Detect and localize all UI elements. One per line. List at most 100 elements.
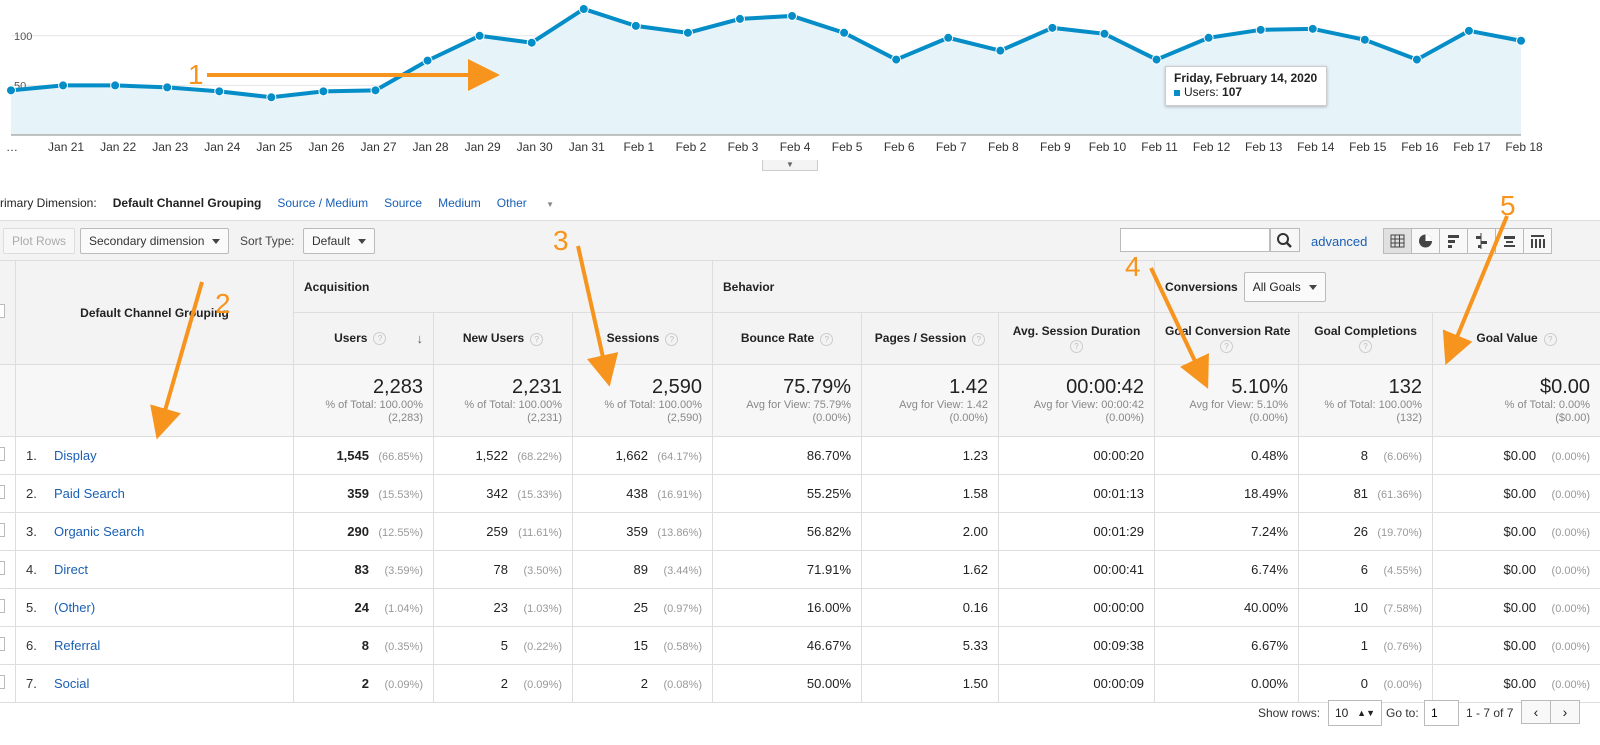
help-icon[interactable]: ? bbox=[1543, 332, 1557, 346]
cell-percent: (0.00%) bbox=[1551, 527, 1591, 539]
x-tick-label: Feb 8 bbox=[988, 140, 1019, 154]
col-sessions[interactable]: Sessions? bbox=[572, 312, 713, 365]
goto-page-input[interactable] bbox=[1424, 700, 1459, 726]
next-page-button[interactable]: › bbox=[1550, 700, 1580, 724]
row-checkbox[interactable] bbox=[0, 523, 5, 537]
x-tick-label: Feb 1 bbox=[623, 140, 654, 154]
help-icon[interactable]: ? bbox=[820, 332, 834, 346]
row-checkbox[interactable] bbox=[0, 599, 5, 613]
goal-completions-cell: 26 (19.70%) bbox=[1298, 512, 1434, 551]
help-icon[interactable]: ? bbox=[1359, 339, 1373, 353]
x-tick-label: Feb 15 bbox=[1349, 140, 1387, 154]
cell-value: 5 bbox=[500, 638, 508, 653]
col-goal-conversion-rate-label: Goal Conversion Rate bbox=[1165, 324, 1291, 339]
cell-percent: (0.09%) bbox=[523, 679, 562, 691]
row-checkbox[interactable] bbox=[0, 485, 5, 499]
search-button[interactable] bbox=[1270, 228, 1300, 252]
col-goal-completions[interactable]: Goal Completions? bbox=[1298, 312, 1434, 365]
row-checkbox[interactable] bbox=[0, 561, 5, 575]
cell-percent: (0.09%) bbox=[384, 679, 423, 691]
chart-collapse-handle[interactable]: ▼ bbox=[762, 160, 818, 171]
header-column-row: Users? ↓ New Users? Sessions? Bounce Rate… bbox=[0, 312, 1600, 365]
col-new-users[interactable]: New Users? bbox=[433, 312, 573, 365]
col-users[interactable]: Users? ↓ bbox=[293, 312, 434, 365]
performance-icon[interactable] bbox=[1439, 228, 1468, 254]
help-icon[interactable]: ? bbox=[373, 332, 387, 346]
channel-link[interactable]: Display bbox=[54, 448, 97, 463]
data-point bbox=[318, 86, 329, 97]
help-icon[interactable]: ? bbox=[665, 332, 679, 346]
cell-percent: (0.00%) bbox=[1551, 489, 1591, 501]
row-checkbox[interactable] bbox=[0, 447, 5, 461]
cell-value: 0.00% bbox=[1251, 676, 1289, 691]
data-point bbox=[787, 10, 798, 21]
pie-icon[interactable] bbox=[1411, 228, 1440, 254]
col-goal-value[interactable]: Goal Value? bbox=[1432, 312, 1600, 365]
cell-percent: (6.06%) bbox=[1383, 451, 1423, 463]
cell-value: $0.00 bbox=[1503, 448, 1537, 463]
cell-percent: (12.55%) bbox=[378, 527, 423, 539]
cell-value: 0.48% bbox=[1251, 448, 1289, 463]
cell-value: 342 bbox=[486, 486, 508, 501]
cell-value: 16.00% bbox=[806, 600, 851, 615]
row-checkbox[interactable] bbox=[0, 637, 5, 651]
channel-link[interactable]: (Other) bbox=[54, 600, 96, 615]
channel-link[interactable]: Organic Search bbox=[54, 524, 145, 539]
help-icon[interactable]: ? bbox=[1070, 339, 1084, 353]
table-icon[interactable] bbox=[1383, 228, 1412, 254]
show-rows-select[interactable]: 10 ▲▼ bbox=[1328, 700, 1382, 726]
tooltip-value: 107 bbox=[1222, 85, 1243, 99]
help-icon[interactable]: ? bbox=[530, 332, 544, 346]
channel-link[interactable]: Social bbox=[54, 676, 90, 691]
cell-value: 359 bbox=[347, 486, 369, 501]
channel-link[interactable]: Paid Search bbox=[54, 486, 125, 501]
col-avg-session-duration[interactable]: Avg. Session Duration? bbox=[997, 312, 1156, 365]
report-table: Default Channel Grouping Acquisition Beh… bbox=[0, 260, 1600, 703]
secondary-dimension-dropdown[interactable]: Secondary dimension bbox=[80, 228, 230, 254]
cell-value: 8 bbox=[361, 638, 369, 653]
cell-percent: (0.97%) bbox=[663, 603, 702, 615]
select-all-checkbox[interactable] bbox=[0, 304, 5, 318]
channel-link[interactable]: Referral bbox=[54, 638, 101, 653]
goals-dropdown[interactable]: All Goals bbox=[1243, 271, 1326, 302]
cell-value: 6.74% bbox=[1251, 562, 1289, 577]
term-cloud-icon[interactable] bbox=[1495, 228, 1524, 254]
dimension-medium[interactable]: Medium bbox=[438, 196, 481, 210]
channel-link[interactable]: Direct bbox=[54, 562, 88, 577]
dimension-source-medium[interactable]: Source / Medium bbox=[277, 196, 369, 210]
bounce-rate-cell: 16.00% bbox=[712, 588, 862, 627]
sort-type-dropdown[interactable]: Default bbox=[303, 228, 376, 254]
dimension-default-channel-grouping[interactable]: Default Channel Grouping bbox=[112, 196, 262, 210]
cell-percent: (1.04%) bbox=[384, 603, 423, 615]
row-select-cell bbox=[0, 626, 16, 665]
cell-value: 0 bbox=[1360, 676, 1369, 691]
cell-value: 1.62 bbox=[962, 562, 988, 577]
previous-page-button[interactable]: ‹ bbox=[1521, 700, 1551, 724]
advanced-filter-link[interactable]: advanced bbox=[1311, 234, 1368, 249]
dimension-source[interactable]: Source bbox=[384, 196, 423, 210]
cell-value: 83 bbox=[354, 562, 369, 577]
x-tick-label: Jan 26 bbox=[308, 140, 344, 154]
pages-per-session-cell: 1.58 bbox=[861, 474, 999, 513]
channel-cell: 1. Display bbox=[15, 436, 294, 475]
users-cell: 359 (15.53%) bbox=[293, 474, 434, 513]
data-point bbox=[839, 27, 850, 38]
users-cell: 8 (0.35%) bbox=[293, 626, 434, 665]
col-goal-conversion-rate[interactable]: Goal Conversion Rate? bbox=[1154, 312, 1300, 365]
x-tick-label: Feb 14 bbox=[1297, 140, 1335, 154]
dimension-other[interactable]: Other ▼ bbox=[497, 196, 570, 210]
cell-value: 71.91% bbox=[806, 562, 851, 577]
help-icon[interactable]: ? bbox=[1220, 339, 1234, 353]
col-bounce-rate[interactable]: Bounce Rate? bbox=[712, 312, 862, 365]
comparison-icon[interactable] bbox=[1467, 228, 1496, 254]
plot-rows-button[interactable]: Plot Rows bbox=[3, 228, 76, 254]
help-icon[interactable]: ? bbox=[972, 332, 986, 346]
data-point bbox=[1255, 24, 1266, 35]
table-search-input[interactable] bbox=[1120, 228, 1270, 252]
col-pages-per-session[interactable]: Pages / Session? bbox=[861, 312, 999, 365]
row-checkbox[interactable] bbox=[0, 675, 5, 689]
dimension-column-header[interactable]: Default Channel Grouping bbox=[15, 260, 294, 365]
caret-down-icon bbox=[1308, 284, 1317, 290]
pages-per-session-cell: 1.23 bbox=[861, 436, 999, 475]
pivot-icon[interactable] bbox=[1523, 228, 1552, 254]
